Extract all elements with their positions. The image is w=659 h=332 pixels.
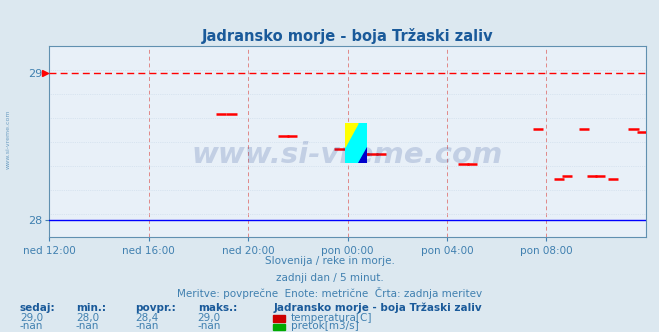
- Text: Jadransko morje - boja Tržaski zaliv: Jadransko morje - boja Tržaski zaliv: [273, 303, 482, 313]
- Text: -nan: -nan: [135, 321, 158, 331]
- Polygon shape: [358, 147, 367, 163]
- Text: -nan: -nan: [76, 321, 99, 331]
- Polygon shape: [345, 124, 367, 163]
- Text: 29,0: 29,0: [20, 313, 43, 323]
- Text: Slovenija / reke in morje.: Slovenija / reke in morje.: [264, 256, 395, 266]
- Polygon shape: [345, 124, 358, 147]
- Text: zadnji dan / 5 minut.: zadnji dan / 5 minut.: [275, 273, 384, 283]
- Text: 28,4: 28,4: [135, 313, 158, 323]
- Text: povpr.:: povpr.:: [135, 303, 176, 313]
- Text: temperatura[C]: temperatura[C]: [291, 313, 372, 323]
- Text: maks.:: maks.:: [198, 303, 237, 313]
- Text: 28,0: 28,0: [76, 313, 99, 323]
- Text: www.si-vreme.com: www.si-vreme.com: [192, 141, 503, 169]
- Text: pretok[m3/s]: pretok[m3/s]: [291, 321, 358, 331]
- Text: min.:: min.:: [76, 303, 106, 313]
- Title: Jadransko morje - boja Tržaski zaliv: Jadransko morje - boja Tržaski zaliv: [202, 28, 494, 44]
- Text: sedaj:: sedaj:: [20, 303, 55, 313]
- Text: -nan: -nan: [20, 321, 43, 331]
- Text: www.si-vreme.com: www.si-vreme.com: [5, 110, 11, 169]
- Text: Meritve: povprečne  Enote: metrične  Črta: zadnja meritev: Meritve: povprečne Enote: metrične Črta:…: [177, 287, 482, 299]
- Text: -nan: -nan: [198, 321, 221, 331]
- Text: 29,0: 29,0: [198, 313, 221, 323]
